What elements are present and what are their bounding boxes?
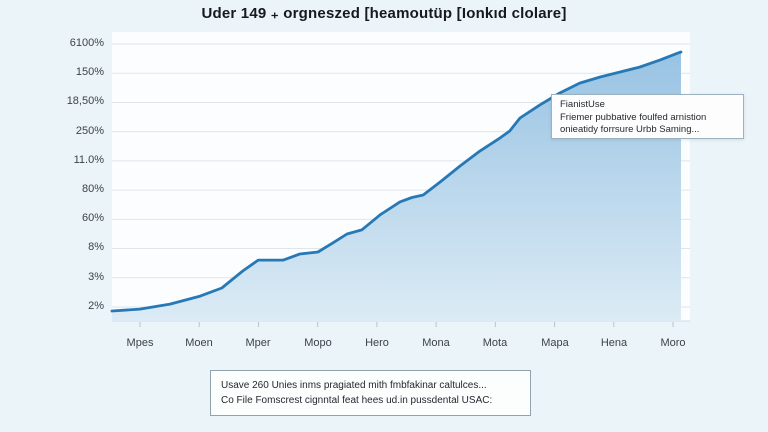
- y-tick-label: 18,50%: [66, 95, 104, 107]
- x-tick-label: Moro: [660, 337, 686, 349]
- y-tick-label: 3%: [88, 271, 104, 283]
- callout-title: FianistUse: [560, 99, 605, 110]
- footnote-line: Usave 260 Unies inms pragiated mith fmbf…: [221, 380, 487, 391]
- x-tick-label: Mapa: [541, 337, 569, 349]
- chart-title: Uder 149 ₊ orgneszed [heamoutüp [Ionkıd …: [201, 5, 567, 22]
- callout-box: FianistUse Friemer pubbative foulfed arn…: [551, 94, 744, 139]
- x-tick-label: Mona: [422, 337, 450, 349]
- y-tick-label: 2%: [88, 300, 104, 312]
- y-tick-label: 250%: [75, 125, 104, 137]
- y-tick-label: 80%: [81, 183, 104, 195]
- x-tick-label: Moen: [185, 337, 213, 349]
- x-tick-label: Mopo: [304, 337, 332, 349]
- y-tick-label: 8%: [88, 241, 104, 253]
- series-line: [110, 50, 683, 313]
- area-fill: [112, 52, 681, 321]
- footnote-line: Co File Fomscrest cignntal feat hees ud.…: [221, 395, 493, 406]
- x-tick-label: Hero: [365, 337, 389, 349]
- x-tick-label: Hena: [600, 337, 628, 349]
- y-tick-label: 60%: [81, 212, 104, 224]
- x-tick-label: Mper: [245, 337, 271, 349]
- x-axis-ticks: [139, 322, 674, 327]
- y-tick-label: 6100%: [69, 37, 104, 49]
- callout-text-line: onieatidy forrsure Urbb Saming...: [560, 124, 700, 135]
- x-tick-label: Mota: [482, 337, 508, 349]
- callout-text-line: Friemer pubbative foulfed arnistion: [560, 111, 707, 123]
- x-tick-label: Mpes: [126, 337, 154, 349]
- y-tick-label: 150%: [75, 66, 104, 78]
- footnote-box: Usave 260 Unies inms pragiated mith fmbf…: [210, 370, 531, 416]
- y-tick-label: 11.0%: [73, 154, 104, 166]
